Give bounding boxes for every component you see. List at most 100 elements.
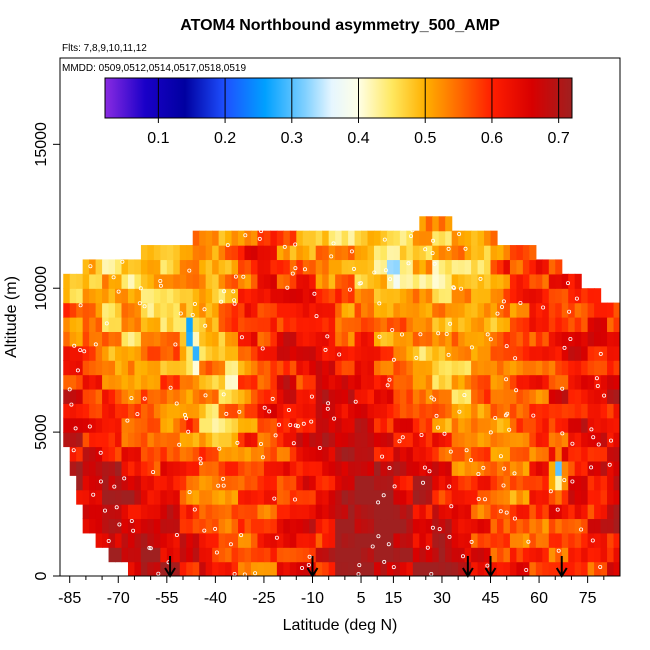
heatmap-cell <box>322 273 330 289</box>
y-tick-label: 0 <box>33 571 50 580</box>
heatmap-cell <box>102 475 110 491</box>
heatmap-cell <box>503 331 511 347</box>
heatmap-cell <box>225 273 233 289</box>
heatmap-cell <box>425 403 433 419</box>
heatmap-cell <box>147 273 155 289</box>
sample-point <box>425 545 430 550</box>
heatmap-cell <box>296 288 304 304</box>
heatmap-cell <box>147 360 155 376</box>
heatmap-cell <box>160 475 168 491</box>
heatmap-cell <box>140 288 148 304</box>
sample-point <box>469 345 474 350</box>
sample-point <box>270 396 275 401</box>
sample-point <box>214 550 219 555</box>
sample-point <box>463 246 468 251</box>
heatmap-cell <box>160 374 168 390</box>
heatmap-cell <box>600 547 608 563</box>
heatmap-cell <box>399 374 407 390</box>
sample-point <box>142 396 147 401</box>
heatmap-cell <box>166 532 174 548</box>
heatmap-cell <box>257 446 265 462</box>
heatmap-cell <box>69 273 77 289</box>
heatmap-cell <box>464 259 472 275</box>
heatmap-cell <box>451 273 459 289</box>
heatmap-cell <box>542 432 550 448</box>
heatmap-cell <box>115 504 123 520</box>
heatmap-cell <box>328 273 336 289</box>
heatmap-cell <box>406 460 414 476</box>
heatmap-cell <box>296 561 304 576</box>
heatmap-cell <box>535 460 543 476</box>
sample-point <box>598 351 603 356</box>
heatmap-cell <box>484 446 492 462</box>
heatmap-cell <box>205 547 213 563</box>
heatmap-cell <box>613 518 620 534</box>
heatmap-cell <box>561 374 569 390</box>
heatmap-cell <box>490 518 498 534</box>
heatmap-cell <box>225 288 233 304</box>
heatmap-cell <box>289 302 297 318</box>
heatmap-cell <box>484 331 492 347</box>
heatmap-cell <box>522 273 530 289</box>
heatmap-cell <box>425 216 433 232</box>
heatmap-cell <box>102 417 110 433</box>
heatmap-cell <box>613 317 620 332</box>
heatmap-cell <box>354 403 362 419</box>
heatmap-cell <box>153 388 161 404</box>
heatmap-cell <box>516 374 524 390</box>
heatmap-cell <box>425 561 433 576</box>
heatmap-cell <box>613 446 620 462</box>
heatmap-cell <box>147 259 155 275</box>
heatmap-cell <box>399 273 407 289</box>
heatmap-cell <box>432 417 440 433</box>
heatmap-cell <box>309 489 317 505</box>
heatmap-cell <box>179 547 187 563</box>
heatmap-cell <box>380 532 388 548</box>
x-tick-label: -85 <box>58 590 81 607</box>
heatmap-cell <box>199 417 207 433</box>
heatmap-cell <box>102 331 110 347</box>
heatmap-cell <box>296 460 304 476</box>
heatmap-cell <box>108 518 116 534</box>
heatmap-cell <box>257 460 265 476</box>
heatmap-cell <box>568 302 576 318</box>
heatmap-cell <box>490 288 498 304</box>
sample-point <box>82 349 87 354</box>
sample-point <box>498 509 503 514</box>
heatmap-cell <box>490 403 498 419</box>
heatmap-cell <box>581 489 589 505</box>
heatmap-cell <box>186 475 194 491</box>
sample-point <box>556 548 561 553</box>
heatmap-cell <box>406 302 414 318</box>
heatmap-cell <box>173 489 181 505</box>
heatmap-cell <box>212 504 220 520</box>
heatmap-cell <box>542 561 550 576</box>
heatmap-cell <box>225 317 233 332</box>
heatmap-cell <box>147 388 155 404</box>
heatmap-cell <box>276 388 284 404</box>
heatmap-cell <box>263 374 271 390</box>
heatmap-cell <box>289 432 297 448</box>
heatmap-cell <box>341 273 349 289</box>
heatmap-cell <box>166 504 174 520</box>
sample-point <box>476 471 481 476</box>
heatmap-cell <box>555 504 563 520</box>
heatmap-cell <box>276 532 284 548</box>
heatmap-cell <box>63 273 71 289</box>
heatmap-cell <box>503 446 511 462</box>
sample-point <box>446 352 451 357</box>
sample-point <box>485 563 490 568</box>
heatmap-cell <box>322 504 330 520</box>
heatmap-cell <box>484 504 492 520</box>
heatmap-cell <box>322 288 330 304</box>
heatmap-cell <box>166 360 174 376</box>
heatmap-cell <box>412 230 420 246</box>
heatmap-cell <box>490 302 498 318</box>
heatmap-cell <box>296 259 304 275</box>
heatmap-cell <box>257 317 265 332</box>
heatmap-cell <box>393 345 401 361</box>
heatmap-cell <box>322 561 330 576</box>
heatmap-cell <box>367 273 375 289</box>
heatmap-cell <box>542 360 550 376</box>
heatmap-cell <box>173 302 181 318</box>
